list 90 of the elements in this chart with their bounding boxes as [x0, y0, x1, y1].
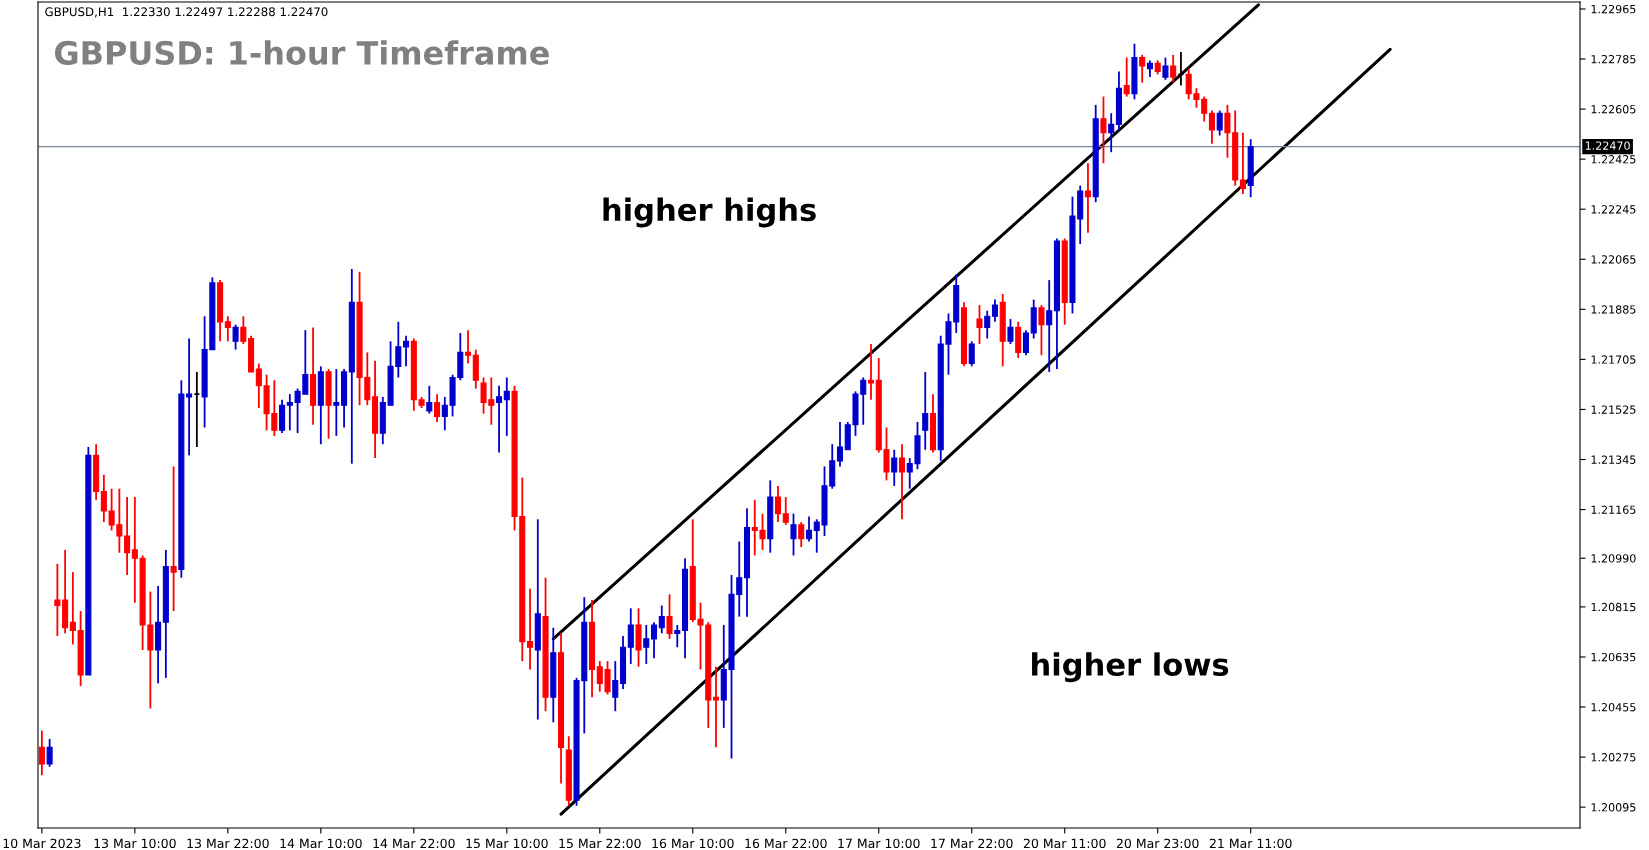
y-tick-label: 1.22785 [1591, 54, 1636, 64]
candlestick [805, 515, 813, 543]
candlestick [666, 593, 673, 640]
candlestick [891, 448, 898, 487]
x-tick-label: 16 Mar 10:00 [652, 838, 734, 849]
candlestick [1139, 53, 1146, 84]
y-tick-label: 1.22605 [1591, 105, 1636, 114]
y-tick-label: 1.21525 [1591, 405, 1636, 414]
y-tick-label: 1.22425 [1591, 155, 1636, 164]
candlestick [643, 624, 650, 665]
candlestick [790, 512, 797, 557]
x-tick-label: 14 Mar 10:00 [280, 838, 362, 849]
candlestick [186, 337, 193, 457]
y-tick-label: 1.22965 [1591, 4, 1636, 14]
x-tick-label: 13 Mar 22:00 [187, 838, 269, 849]
candlestick [1007, 318, 1014, 345]
y-tick-label: 1.21705 [1591, 355, 1636, 364]
x-tick-label: 16 Mar 22:00 [745, 838, 827, 849]
candlestick [1046, 279, 1053, 373]
y-tick-label: 1.20275 [1591, 753, 1636, 762]
x-tick-label: 17 Mar 10:00 [838, 838, 920, 849]
y-tick-label: 1.22245 [1591, 205, 1636, 214]
candlestick [1216, 109, 1223, 137]
candlestick [465, 329, 472, 365]
y-tick-label: 1.20455 [1591, 703, 1636, 712]
x-tick-label: 21 Mar 11:00 [1209, 838, 1292, 849]
x-tick-label: 15 Mar 22:00 [559, 838, 641, 849]
candlestick [968, 340, 975, 368]
candlestick [527, 587, 534, 671]
candlestick [403, 334, 410, 368]
x-tick-label: 20 Mar 11:00 [1023, 838, 1106, 849]
y-tick-label: 1.21345 [1591, 455, 1636, 464]
candlestick [976, 304, 983, 345]
candlestick [991, 298, 999, 323]
y-tick-label: 1.21165 [1591, 505, 1636, 514]
annotation: GBPUSD,H1 1.22330 1.22497 1.22288 1.22470 [45, 7, 328, 18]
candlestick [867, 343, 875, 401]
y-tick-label: 1.22065 [1591, 255, 1636, 264]
annotation: higher highs [603, 197, 816, 228]
candlestick [1208, 109, 1215, 145]
x-tick-label: 10 Mar 2023 [3, 838, 81, 849]
candlestick [984, 309, 991, 340]
candlestick [1108, 112, 1115, 154]
ref-line-label: 1.22470 [1585, 141, 1630, 150]
candlestick [650, 621, 658, 660]
candlestick [1038, 304, 1045, 357]
candlestick [426, 384, 433, 415]
candlestick [503, 376, 510, 437]
candlestick [38, 729, 45, 777]
candlestick [1084, 162, 1091, 234]
candlestick [1100, 95, 1107, 165]
y-tick-label: 1.20095 [1591, 803, 1636, 812]
y-tick-label: 1.20635 [1591, 652, 1636, 662]
text: GBPUSD: 1-hour Timeframe [55, 40, 549, 65]
x-tick-label: 15 Mar 10:00 [466, 838, 548, 849]
candlestick [798, 521, 805, 549]
candlestick [224, 315, 231, 343]
candlestick [1022, 329, 1029, 357]
candlestick [240, 315, 247, 345]
y-tick-label: 1.20815 [1591, 602, 1636, 612]
candlestick [1162, 56, 1169, 81]
x-tick-label: 20 Mar 23:00 [1116, 838, 1199, 849]
candlestick [658, 604, 665, 635]
candlestick [782, 496, 789, 526]
candlestick [193, 370, 201, 448]
candlestick [124, 496, 131, 576]
candlestick [1239, 131, 1246, 195]
candlestick [1177, 51, 1185, 87]
candlestick [836, 421, 844, 468]
x-tick-label: 17 Mar 22:00 [931, 838, 1013, 849]
candlestick [774, 485, 782, 523]
candlestick [674, 624, 681, 649]
x-tick-label: 13 Mar 10:00 [94, 838, 176, 849]
candlestick [434, 393, 441, 423]
candlestick [232, 323, 239, 351]
y-tick-label: 1.21885 [1591, 305, 1636, 314]
candlestick [627, 607, 634, 665]
candlestick [898, 443, 906, 521]
candlestick [712, 665, 720, 749]
annotation: higher lows [1032, 652, 1229, 683]
candlestick [333, 368, 340, 437]
candlestick [1170, 53, 1177, 84]
candlestick [1123, 56, 1130, 98]
candlestick [922, 370, 929, 451]
x-tick-label: 14 Mar 22:00 [373, 838, 455, 849]
candlestick [170, 465, 177, 612]
candlestick [496, 384, 503, 454]
candlestick [46, 738, 53, 768]
y-tick-label: 1.20990 [1591, 554, 1636, 563]
candlestick [612, 660, 619, 713]
